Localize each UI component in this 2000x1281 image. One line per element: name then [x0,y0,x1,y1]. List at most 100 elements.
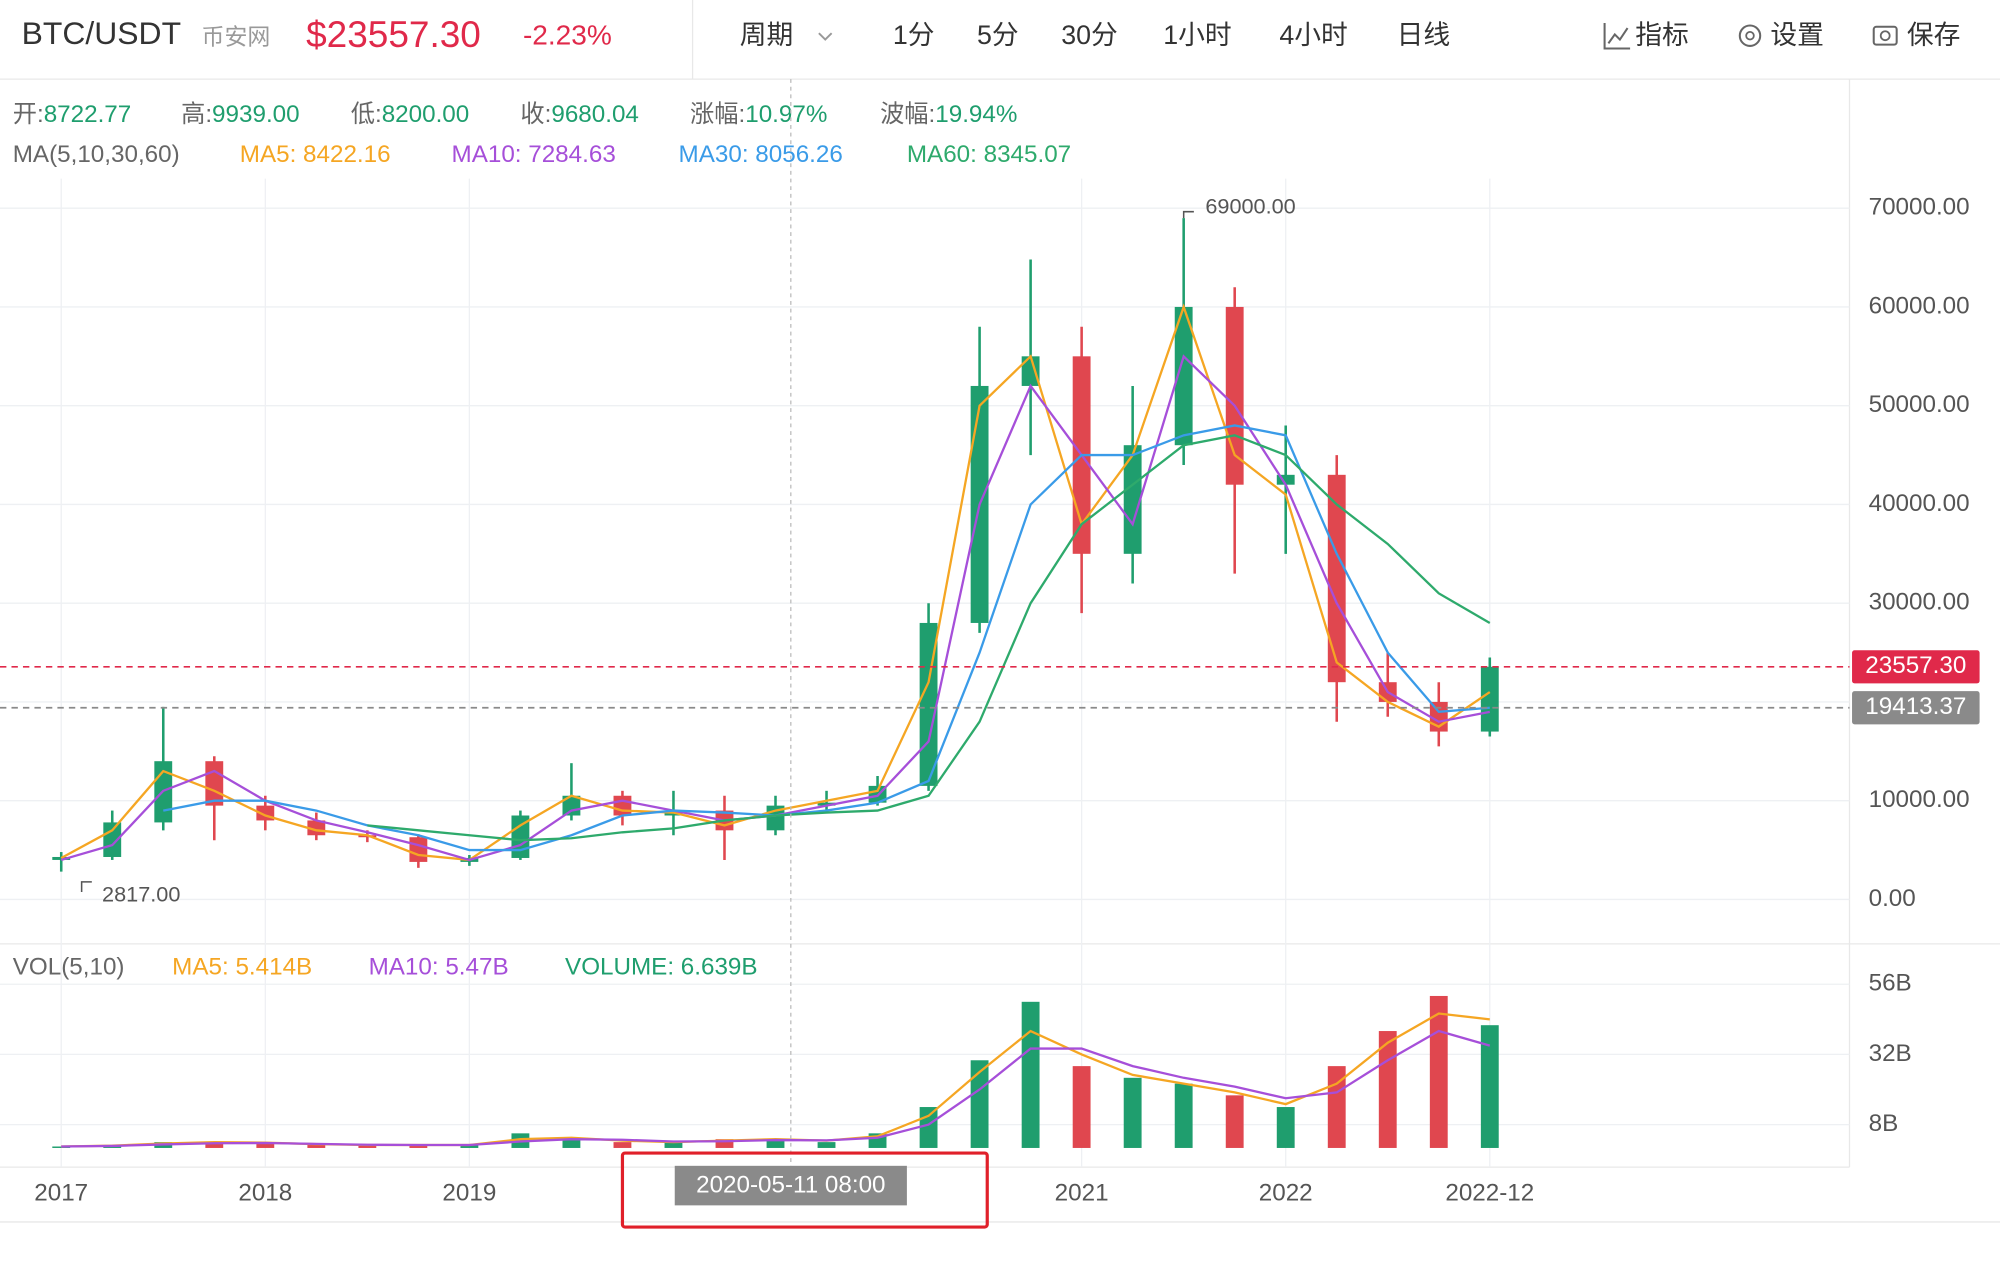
info-value: 9680.04 [551,101,639,128]
indicator-label: MA(5,10,30,60) [13,141,180,168]
chevron [818,32,833,41]
volume-bar [1276,1107,1295,1148]
volume-label: VOLUME: 6.639B [565,954,758,981]
volume-bar [1378,1031,1397,1148]
icon-settings-core [1745,30,1755,41]
candle-body [1480,666,1499,732]
volume-bar [307,1145,326,1148]
volume-bar [205,1142,224,1148]
interval[interactable]: 1小时 [1163,20,1231,50]
candle-body [613,795,632,816]
candle-body [1174,306,1193,446]
y-tick-label: 8B [1869,1110,1899,1137]
volume-bar [460,1145,479,1148]
ma-line [61,1029,1491,1148]
y-tick-label: 10000.00 [1869,786,1970,813]
info-label: 低: [351,101,382,128]
info-value: 10.97% [745,101,827,128]
volume-bar [1480,1025,1499,1148]
info-item: 开:8722.77 [13,101,131,128]
volume-bar [1072,1066,1091,1148]
x-tick-label: 2021 [1055,1179,1109,1206]
interval[interactable]: 4小时 [1279,20,1347,50]
price-tag-box [1852,691,1980,725]
annotation-arrow [80,881,92,893]
volume-bar [1174,1083,1193,1148]
legend-entry: MA5: 8422.16 [240,141,391,168]
interval[interactable]: 1分 [893,20,935,50]
volume-bar [1021,1001,1040,1148]
info-value: 9939.00 [212,101,300,128]
x-tick-label: 2017 [34,1179,88,1206]
info-item: 低:8200.00 [351,101,470,128]
volume-bar [613,1142,632,1148]
volume-bar [256,1143,275,1148]
candle-body [1123,445,1142,554]
intervals: 1分 5分 30分 1小时 4小时 日线 [893,20,1450,50]
info-value: 8200.00 [382,101,470,128]
y-tick-label: 56B [1869,970,1912,997]
info-label: 波幅: [880,101,935,128]
volume-bar [919,1107,938,1148]
period[interactable]: 周期 [740,20,794,50]
legend: MA5: 8422.16 MA10: 7284.63 MA30: 8056.26 MA… [240,141,1071,168]
info-value: 8722.77 [44,101,132,128]
candle-body [52,856,71,860]
icon-indicator [1603,22,1631,50]
highlight-box [620,1151,989,1229]
tool[interactable]: 指标 [1635,20,1689,50]
legend-entry: MA10: 5.47B [369,954,509,981]
info-label: 收: [520,101,551,128]
volume-bar [1123,1077,1142,1148]
icon-settings [1738,24,1762,47]
annotation: 2817.00 [102,882,180,907]
legend-entry: MA30: 8056.26 [679,141,843,168]
icon-save-lens [1879,30,1891,42]
source: 币安网 [202,23,271,49]
y-tick-label: 60000.00 [1869,292,1970,319]
volume-indicator-label: VOL(5,10) [13,954,125,981]
price-tag: 19413.37 [1865,693,1966,720]
volume-bar [817,1142,836,1148]
candle-body [1327,474,1346,683]
volume-bar [409,1145,428,1148]
price: $23557.30 [306,14,481,55]
volume-bar [562,1139,581,1148]
info-value: 19.94% [935,101,1017,128]
plot: 0.0010000.0020000.0030000.0040000.005000… [0,178,1980,1206]
x-tick-label: 2022-12 [1445,1179,1534,1206]
volume-bar [970,1060,989,1148]
info-label: 开: [13,101,44,128]
info-item: 涨幅:10.97% [690,101,827,128]
crosshair-label: 2020-05-11 08:00 [696,1172,885,1199]
tool[interactable]: 保存 [1907,20,1961,50]
legend-entry: MA10: 7284.63 [452,141,616,168]
interval[interactable]: 30分 [1061,20,1118,50]
annotation-arrow [1182,210,1194,219]
ma-line [367,434,1491,842]
tool[interactable]: 设置 [1770,20,1824,50]
interval[interactable]: 5分 [977,20,1019,50]
candle-body [1021,356,1040,386]
candle-body [103,822,122,857]
x-tick-label: 2018 [238,1179,292,1206]
info-label: 高: [181,101,212,128]
legend-entry: MA5: 5.414B [172,954,312,981]
interval[interactable]: 日线 [1397,20,1451,50]
price-tag: 23557.30 [1865,652,1966,679]
crosshair-box [674,1165,907,1206]
x-tick-label: 2022 [1259,1179,1313,1206]
y-tick-label: 0.00 [1869,885,1916,912]
volume-legend: MA5: 5.414B MA10: 5.47B [172,954,508,981]
x-tick-label: 2019 [442,1179,496,1206]
candle-body [205,761,224,806]
ma-line [163,424,1490,852]
candle-body [817,802,836,806]
volume-bar [358,1145,377,1148]
y-tick-label: 40000.00 [1869,490,1970,517]
icon-save [1872,25,1898,46]
y-tick-label: 30000.00 [1869,589,1970,616]
candle-body [1276,474,1295,485]
volume-bar [52,1146,71,1148]
candle-body [1225,306,1244,485]
